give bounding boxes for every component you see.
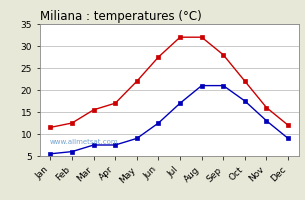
Text: www.allmetsat.com: www.allmetsat.com [50,139,119,145]
Text: Miliana : temperatures (°C): Miliana : temperatures (°C) [40,10,201,23]
